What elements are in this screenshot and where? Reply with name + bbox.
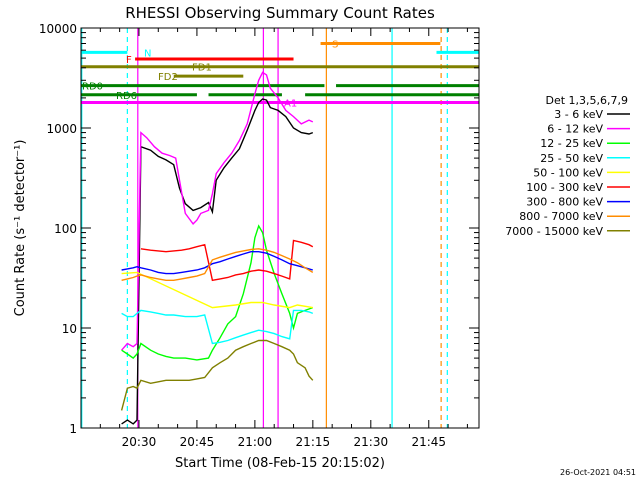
flag-label-rd0: RD0 (82, 82, 103, 93)
x-tick-label-21-15: 21:15 (296, 435, 331, 449)
x-tick-label-20-30: 20:30 (122, 435, 157, 449)
legend-label-800-7000-kev: 800 - 7000 keV (519, 210, 603, 223)
x-tick-label-20-45: 20:45 (180, 435, 215, 449)
y-tick-label-1: 1 (69, 422, 77, 436)
series-line-3-6-kev (121, 98, 314, 425)
flag-label-rd6: RD6 (116, 91, 137, 102)
x-tick-label-21-45: 21:45 (411, 435, 446, 449)
flag-label-fd1: FD1 (192, 63, 212, 74)
series-line-50-100-kev (121, 271, 313, 309)
flag-label-n: N (144, 48, 151, 59)
x-axis-label: Start Time (08-Feb-15 20:15:02) (175, 456, 385, 471)
flag-label-f: F (126, 55, 132, 66)
series-line-12-25-kev (121, 224, 314, 361)
series-line-300-800-kev (121, 250, 313, 275)
series-line-7000-15000-kev (120, 339, 314, 411)
legend-label-25-50-kev: 25 - 50 keV (540, 152, 603, 165)
x-tick-label-21-00: 21:00 (238, 435, 273, 449)
timestamp: 26-Oct-2021 04:51 (560, 468, 636, 477)
x-tick-label-21-30: 21:30 (354, 435, 389, 449)
series-lines (120, 71, 314, 425)
flag-label-a1: A1 (284, 98, 297, 109)
chart-title: RHESSI Observing Summary Count Rates (125, 4, 435, 22)
flag-labels: N S F FD1 FD2 RD0 RD6 A1 (82, 39, 338, 109)
y-axis: 1 10 100 1000 10000 (39, 22, 479, 436)
series-line-100-300-kev (140, 239, 314, 282)
legend-label-100-300-kev: 100 - 300 keV (526, 181, 603, 194)
plot-area: N S F FD1 FD2 RD0 RD6 A1 (81, 28, 479, 428)
y-tick-label-10: 10 (62, 322, 77, 336)
y-axis-label: Count Rate (s⁻¹ detector⁻¹) (13, 140, 28, 317)
flag-label-s: S (332, 39, 338, 50)
y-tick-label-100: 100 (54, 222, 77, 236)
legend-label-12-25-kev: 12 - 25 keV (540, 137, 603, 150)
x-axis: 20:30 20:45 21:00 21:15 21:30 21:45 (99, 28, 468, 449)
series-line-25-50-kev (121, 309, 314, 345)
legend-title: Det 1,3,5,6,7,9 (545, 94, 628, 107)
legend-label-7000-15000-kev: 7000 - 15000 keV (505, 225, 603, 238)
legend-label-3-6-kev: 3 - 6 keV (554, 108, 603, 121)
series-line-6-12-kev (121, 71, 314, 351)
y-tick-label-1000: 1000 (46, 122, 77, 136)
legend-label-300-800-kev: 300 - 800 keV (526, 196, 603, 209)
flag-label-fd2: FD2 (158, 72, 178, 83)
legend-label-50-100-kev: 50 - 100 keV (533, 166, 603, 179)
legend-label-6-12-kev: 6 - 12 keV (547, 123, 603, 136)
flag-bars (81, 41, 479, 104)
series-line-800-7000-kev (121, 248, 314, 281)
y-tick-label-10000: 10000 (39, 22, 77, 36)
